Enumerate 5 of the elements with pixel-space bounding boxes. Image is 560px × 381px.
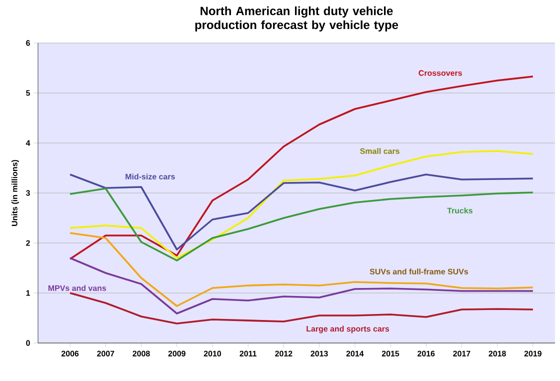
line-series xyxy=(69,188,534,262)
chart-title: North American light duty vehicle production forecast by vehicle type xyxy=(195,6,398,32)
line-series xyxy=(69,232,534,307)
line-series xyxy=(69,150,534,259)
line-series xyxy=(69,174,534,250)
